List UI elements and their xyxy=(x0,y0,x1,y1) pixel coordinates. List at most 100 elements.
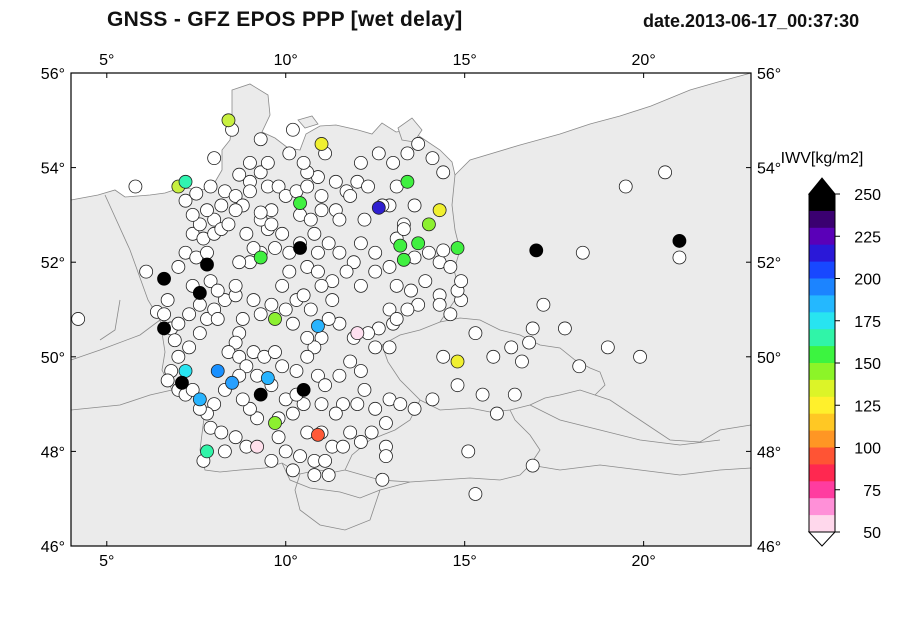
station-marker xyxy=(275,278,290,293)
station-marker xyxy=(314,203,329,218)
station-marker xyxy=(235,312,250,326)
station-marker xyxy=(128,179,143,194)
station-marker xyxy=(282,264,297,279)
station-marker xyxy=(379,416,393,430)
station-marker xyxy=(182,340,197,355)
station-marker xyxy=(307,226,322,241)
colorbar-title: IWV[kg/m2] xyxy=(781,150,864,167)
station-marker xyxy=(285,406,300,421)
station-marker-colored xyxy=(311,319,325,333)
station-marker xyxy=(336,439,350,454)
station-marker-colored xyxy=(268,312,282,326)
station-marker-colored xyxy=(293,196,307,210)
station-marker xyxy=(214,425,229,440)
station-marker xyxy=(371,146,386,161)
station-marker xyxy=(285,463,300,478)
station-marker xyxy=(400,302,415,317)
station-marker xyxy=(307,340,322,355)
station-marker-colored xyxy=(314,137,329,151)
station-marker xyxy=(71,312,86,326)
station-marker-max xyxy=(293,241,307,255)
station-marker xyxy=(346,255,361,270)
station-marker-colored xyxy=(192,392,207,407)
station-marker xyxy=(353,155,368,170)
station-marker xyxy=(393,397,408,412)
station-marker xyxy=(321,312,336,326)
station-marker xyxy=(203,274,218,289)
colorbar-segment xyxy=(809,464,835,482)
lat-label-left: 52° xyxy=(41,255,65,272)
colorbar-tick-label: 100 xyxy=(854,441,881,458)
station-marker xyxy=(379,449,393,464)
colorbar-tick-label: 200 xyxy=(854,272,881,289)
station-marker xyxy=(332,212,347,227)
station-marker xyxy=(336,397,350,412)
lon-label-bottom: 10° xyxy=(274,553,298,570)
station-marker xyxy=(432,297,447,312)
station-marker xyxy=(182,307,197,322)
station-marker xyxy=(160,293,175,307)
colorbar-segment xyxy=(809,312,835,330)
station-marker xyxy=(203,179,218,194)
station-marker xyxy=(264,297,279,312)
station-marker xyxy=(282,146,297,161)
colorbar-segment xyxy=(809,194,835,212)
station-marker xyxy=(228,189,243,203)
station-marker xyxy=(300,179,315,194)
station-marker xyxy=(303,302,318,317)
colorbar-tick-label: 175 xyxy=(854,314,881,331)
station-marker-colored xyxy=(450,354,465,369)
station-marker xyxy=(375,472,390,487)
station-marker xyxy=(243,401,257,416)
station-marker xyxy=(536,297,551,312)
station-marker-max xyxy=(253,387,268,402)
station-marker xyxy=(189,186,204,201)
station-marker xyxy=(411,137,426,151)
station-marker-colored xyxy=(400,174,415,189)
station-marker xyxy=(232,255,247,270)
colorbar-tick-label: 75 xyxy=(863,483,881,500)
station-marker xyxy=(192,217,207,232)
station-marker xyxy=(332,245,347,260)
station-marker xyxy=(207,397,222,412)
station-marker xyxy=(368,264,383,279)
station-marker xyxy=(253,165,268,180)
station-marker-max xyxy=(672,234,687,248)
station-marker xyxy=(271,179,286,194)
station-marker xyxy=(275,226,290,241)
colorbar-tick-label: 250 xyxy=(854,187,881,204)
station-marker xyxy=(357,383,372,397)
station-marker-max xyxy=(157,321,171,336)
station-marker-max xyxy=(157,271,171,286)
colorbar-tick-label: 50 xyxy=(863,525,881,542)
lon-label-bottom: 5° xyxy=(99,553,114,570)
station-marker xyxy=(167,333,182,348)
station-marker xyxy=(357,212,372,227)
station-marker xyxy=(253,307,268,322)
station-marker xyxy=(425,392,440,407)
station-marker xyxy=(328,174,343,189)
colorbar-segment xyxy=(809,261,835,279)
station-marker xyxy=(443,260,458,274)
station-marker-colored xyxy=(225,375,239,390)
colorbar-segment xyxy=(809,447,835,465)
station-marker xyxy=(171,316,186,331)
station-marker-colored xyxy=(178,364,193,378)
station-marker xyxy=(575,245,590,260)
colorbar-segment xyxy=(809,346,835,364)
station-marker xyxy=(311,264,325,279)
station-marker xyxy=(289,364,304,378)
station-marker xyxy=(407,198,422,213)
lat-label-right: 52° xyxy=(757,255,781,272)
station-marker-colored xyxy=(221,113,236,128)
lat-label-right: 56° xyxy=(757,66,781,83)
station-marker xyxy=(285,316,300,331)
station-marker xyxy=(160,373,175,388)
island-fehmarn xyxy=(297,115,319,129)
station-marker xyxy=(300,330,315,345)
lon-label-top: 15° xyxy=(453,52,477,69)
station-marker xyxy=(443,307,458,322)
station-marker xyxy=(522,335,537,350)
station-marker xyxy=(436,165,451,180)
